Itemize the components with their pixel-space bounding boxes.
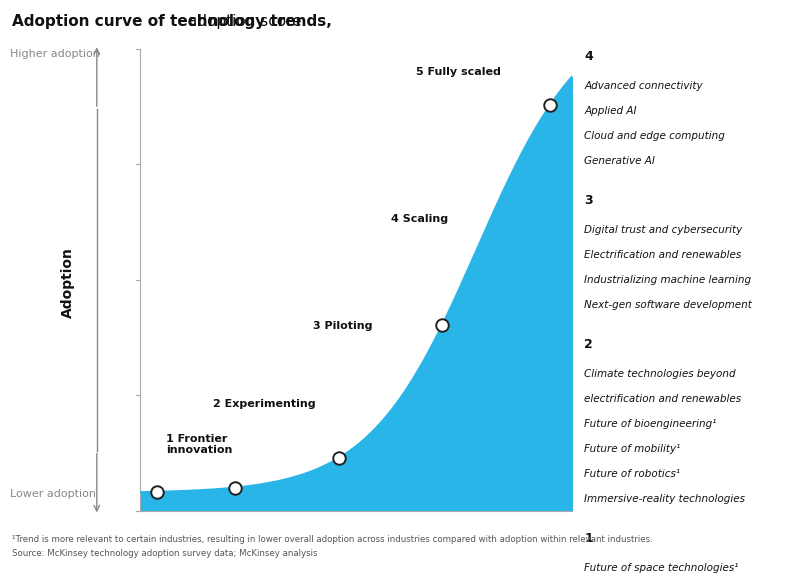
- Text: Adoption curve of technology trends,: Adoption curve of technology trends,: [12, 14, 332, 29]
- Text: 2 Experimenting: 2 Experimenting: [214, 399, 316, 409]
- Text: 5 Fully scaled: 5 Fully scaled: [417, 67, 502, 77]
- Text: Future of bioengineering¹: Future of bioengineering¹: [584, 419, 717, 429]
- Text: 1 Frontier
innovation: 1 Frontier innovation: [166, 434, 232, 455]
- Text: Source: McKinsey technology adoption survey data; McKinsey analysis: Source: McKinsey technology adoption sur…: [12, 549, 318, 559]
- Text: Higher adoption: Higher adoption: [10, 49, 100, 59]
- Text: 3 Piloting: 3 Piloting: [313, 321, 372, 331]
- Text: Climate technologies beyond: Climate technologies beyond: [584, 369, 736, 380]
- Text: Lower adoption: Lower adoption: [10, 489, 97, 499]
- Text: Immersive-reality technologies: Immersive-reality technologies: [584, 494, 746, 504]
- Text: Electrification and renewables: Electrification and renewables: [584, 250, 742, 260]
- Text: 3: 3: [584, 194, 593, 207]
- Text: 4 Scaling: 4 Scaling: [390, 215, 448, 224]
- Text: Adoption: Adoption: [61, 248, 75, 318]
- Text: Industrializing machine learning: Industrializing machine learning: [584, 275, 751, 285]
- Text: 4: 4: [584, 50, 593, 63]
- Text: Next-gen software development: Next-gen software development: [584, 300, 752, 310]
- Text: Future of robotics¹: Future of robotics¹: [584, 469, 680, 479]
- Text: 2: 2: [584, 338, 593, 351]
- Text: Future of space technologies¹: Future of space technologies¹: [584, 563, 738, 574]
- Text: electrification and renewables: electrification and renewables: [584, 394, 742, 404]
- Text: Applied AI: Applied AI: [584, 106, 637, 116]
- Text: Advanced connectivity: Advanced connectivity: [584, 81, 703, 91]
- Text: Digital trust and cybersecurity: Digital trust and cybersecurity: [584, 225, 742, 235]
- Text: Cloud and edge computing: Cloud and edge computing: [584, 131, 725, 141]
- Text: Generative AI: Generative AI: [584, 156, 655, 166]
- Text: adoption score: adoption score: [183, 14, 302, 29]
- Text: 1: 1: [584, 532, 593, 545]
- Text: Future of mobility¹: Future of mobility¹: [584, 444, 681, 454]
- Text: ¹Trend is more relevant to certain industries, resulting in lower overall adopti: ¹Trend is more relevant to certain indus…: [12, 535, 653, 545]
